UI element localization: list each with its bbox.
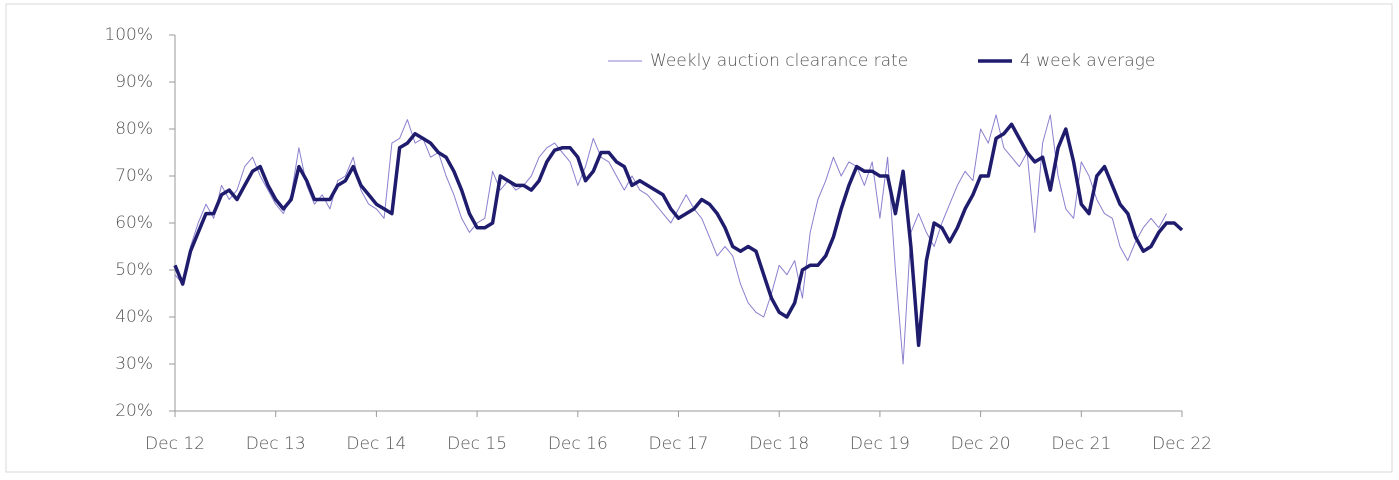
y-tick-label: 100%: [104, 25, 153, 45]
x-tick-label: Dec 19: [850, 434, 910, 454]
x-tick-label: Dec 13: [246, 434, 306, 454]
x-tick-label: Dec 14: [346, 434, 406, 454]
y-tick-label: 60%: [115, 213, 153, 233]
y-tick-label: 80%: [115, 119, 153, 139]
legend-label: 4 week average: [1020, 51, 1155, 71]
x-tick-label: Dec 16: [548, 434, 608, 454]
y-tick-label: 50%: [115, 260, 153, 280]
x-tick-label: Dec 18: [749, 434, 809, 454]
line-series: [174, 114, 1167, 365]
x-tick-label: Dec 17: [649, 434, 709, 454]
y-tick-label: 30%: [115, 354, 153, 374]
x-tick-label: Dec 12: [145, 434, 205, 454]
x-tick-label: Dec 20: [951, 434, 1011, 454]
y-tick-label: 70%: [115, 166, 153, 186]
y-tick-label: 40%: [115, 307, 153, 327]
legend-label: Weekly auction clearance rate: [650, 51, 908, 71]
x-tick-label: Dec 15: [447, 434, 507, 454]
y-tick-label: 90%: [115, 72, 153, 92]
x-tick-label: Dec 21: [1051, 434, 1111, 454]
frame: [5, 3, 1393, 473]
x-tick-label: Dec 22: [1152, 434, 1212, 454]
y-tick-label: 20%: [115, 401, 153, 421]
line-series: [173, 122, 1184, 347]
